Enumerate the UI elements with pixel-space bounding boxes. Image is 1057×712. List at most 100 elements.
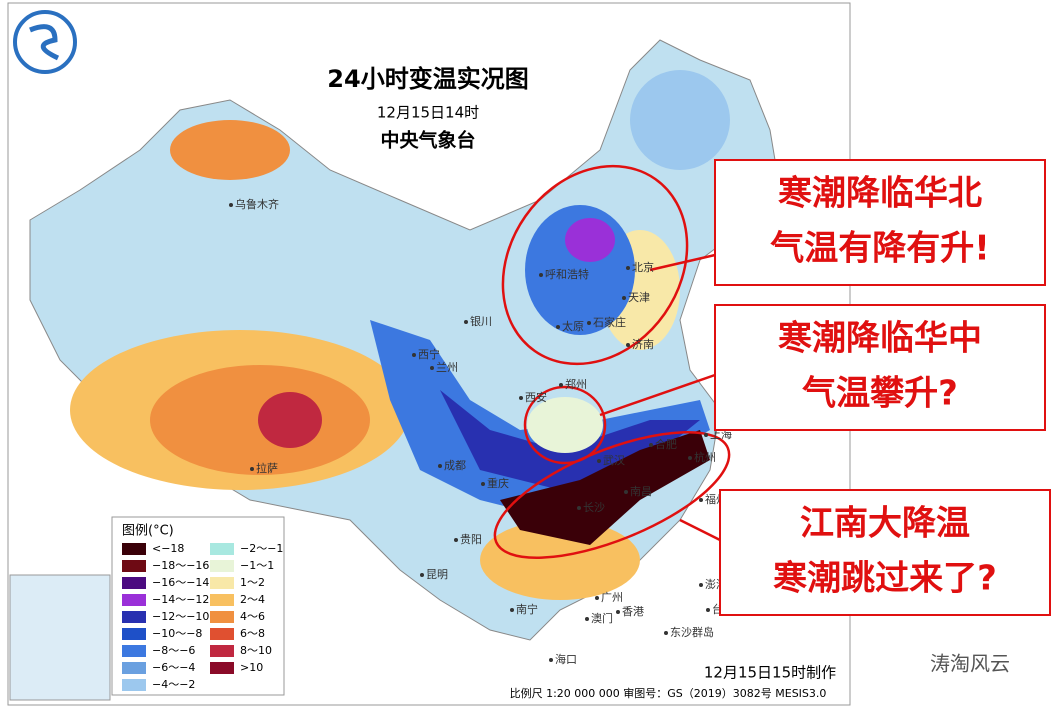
city-marker (664, 631, 668, 635)
legend-swatch (210, 594, 234, 606)
mild-region (527, 397, 603, 453)
city-marker (622, 296, 626, 300)
city-label: 重庆 (487, 476, 509, 490)
city-marker (597, 459, 601, 463)
highlight-ellipse (523, 385, 607, 465)
city-label: 北京 (632, 260, 654, 274)
city-label: 南昌 (630, 485, 652, 498)
city-marker (438, 464, 442, 468)
legend-title: 图例(°C) (122, 524, 174, 539)
legend-swatch (210, 662, 234, 674)
legend-label: <−18 (152, 542, 184, 555)
annotation-text: 寒潮降临华中 (778, 319, 982, 359)
city-label: 香港 (622, 605, 644, 618)
warm-region (170, 120, 290, 180)
city-label: 澳门 (591, 611, 613, 625)
city-marker (626, 266, 630, 270)
legend-swatch (210, 543, 234, 555)
annotation-text: 寒潮跳过来了? (773, 559, 997, 599)
city-label: 杭州 (694, 450, 716, 464)
legend-label: −1～1 (240, 559, 274, 572)
city-label: 贵阳 (460, 533, 482, 546)
city-marker (577, 506, 581, 510)
city-label: 石家庄 (593, 315, 626, 329)
hot-spot (258, 392, 322, 448)
city-label: 拉萨 (256, 461, 278, 475)
connector (679, 518, 721, 542)
legend-swatch (122, 594, 146, 606)
legend-swatch (122, 543, 146, 555)
connector (649, 253, 716, 272)
connector (599, 373, 716, 417)
logo-mark (29, 24, 60, 61)
legend-label: 8～10 (240, 644, 272, 657)
annotation-text: 寒潮降临华北 (778, 174, 982, 214)
legend-swatch (122, 577, 146, 589)
legend-swatch (122, 645, 146, 657)
city-marker (649, 443, 653, 447)
city-marker (539, 273, 543, 277)
city-marker (585, 617, 589, 621)
legend-label: 4～6 (240, 610, 265, 623)
city-marker (704, 433, 708, 437)
city-label: 成都 (444, 459, 466, 472)
city-marker (510, 608, 514, 612)
city-label: 合肥 (655, 437, 677, 451)
legend-label: −14～−12 (152, 593, 209, 606)
legend-label: −4～−2 (152, 678, 195, 691)
city-marker (519, 396, 523, 400)
annotation-box (719, 489, 1051, 616)
city-marker (412, 353, 416, 357)
annotation-text: 江南大降温 (800, 504, 970, 544)
legend-label: −18～−16 (152, 559, 209, 572)
city-marker (454, 538, 458, 542)
legend-label: −6～−4 (152, 661, 195, 674)
legend-swatch (122, 628, 146, 640)
city-marker (549, 658, 553, 662)
legend-swatch (122, 662, 146, 674)
city-marker (420, 573, 424, 577)
city-marker (229, 203, 233, 207)
highlight-ellipse (501, 164, 689, 366)
city-marker (587, 321, 591, 325)
city-marker (464, 320, 468, 324)
inset-map (9, 574, 111, 701)
highlight-ellipse (493, 431, 731, 559)
highlight-group (493, 164, 731, 559)
city-label: 兰州 (436, 361, 458, 374)
legend-swatch (122, 560, 146, 572)
annotation-text: 气温有降有升! (769, 229, 990, 269)
legend-label: −8～−6 (152, 644, 195, 657)
city-label: 呼和浩特 (545, 267, 589, 281)
city-label: 济南 (632, 337, 654, 351)
city-marker (699, 583, 703, 587)
city-marker (556, 325, 560, 329)
city-marker (624, 490, 628, 494)
watermark: 涛淘风云 (930, 652, 1010, 676)
city-label: 昆明 (426, 568, 448, 581)
city-label: 武汉 (603, 454, 625, 467)
city-label: 南宁 (516, 602, 538, 616)
legend-swatch (210, 628, 234, 640)
city-label: 海口 (555, 652, 577, 666)
legend-label: −16～−14 (152, 576, 209, 589)
legend-swatch (210, 560, 234, 572)
city-marker (430, 366, 434, 370)
legend-label: −2～−1 (240, 542, 283, 555)
cool-region (630, 70, 730, 170)
map-title: 24小时变温实况图 (327, 65, 528, 93)
city-label: 乌鲁木齐 (235, 197, 279, 211)
city-label: 东沙群岛 (670, 625, 714, 639)
city-marker (250, 467, 254, 471)
annotation-box (714, 304, 1046, 431)
city-marker (595, 596, 599, 600)
city-marker (481, 482, 485, 486)
legend-swatch (122, 679, 146, 691)
warm-region (480, 520, 640, 600)
legend-label: −10～−8 (152, 627, 202, 640)
city-label: 郑州 (565, 377, 587, 391)
city-label: 西安 (525, 390, 547, 404)
cold-core (500, 430, 710, 545)
scale-note: 比例尺 1:20 000 000 审图号：GS（2019）3082号 MESIS… (510, 686, 827, 700)
city-marker (706, 608, 710, 612)
